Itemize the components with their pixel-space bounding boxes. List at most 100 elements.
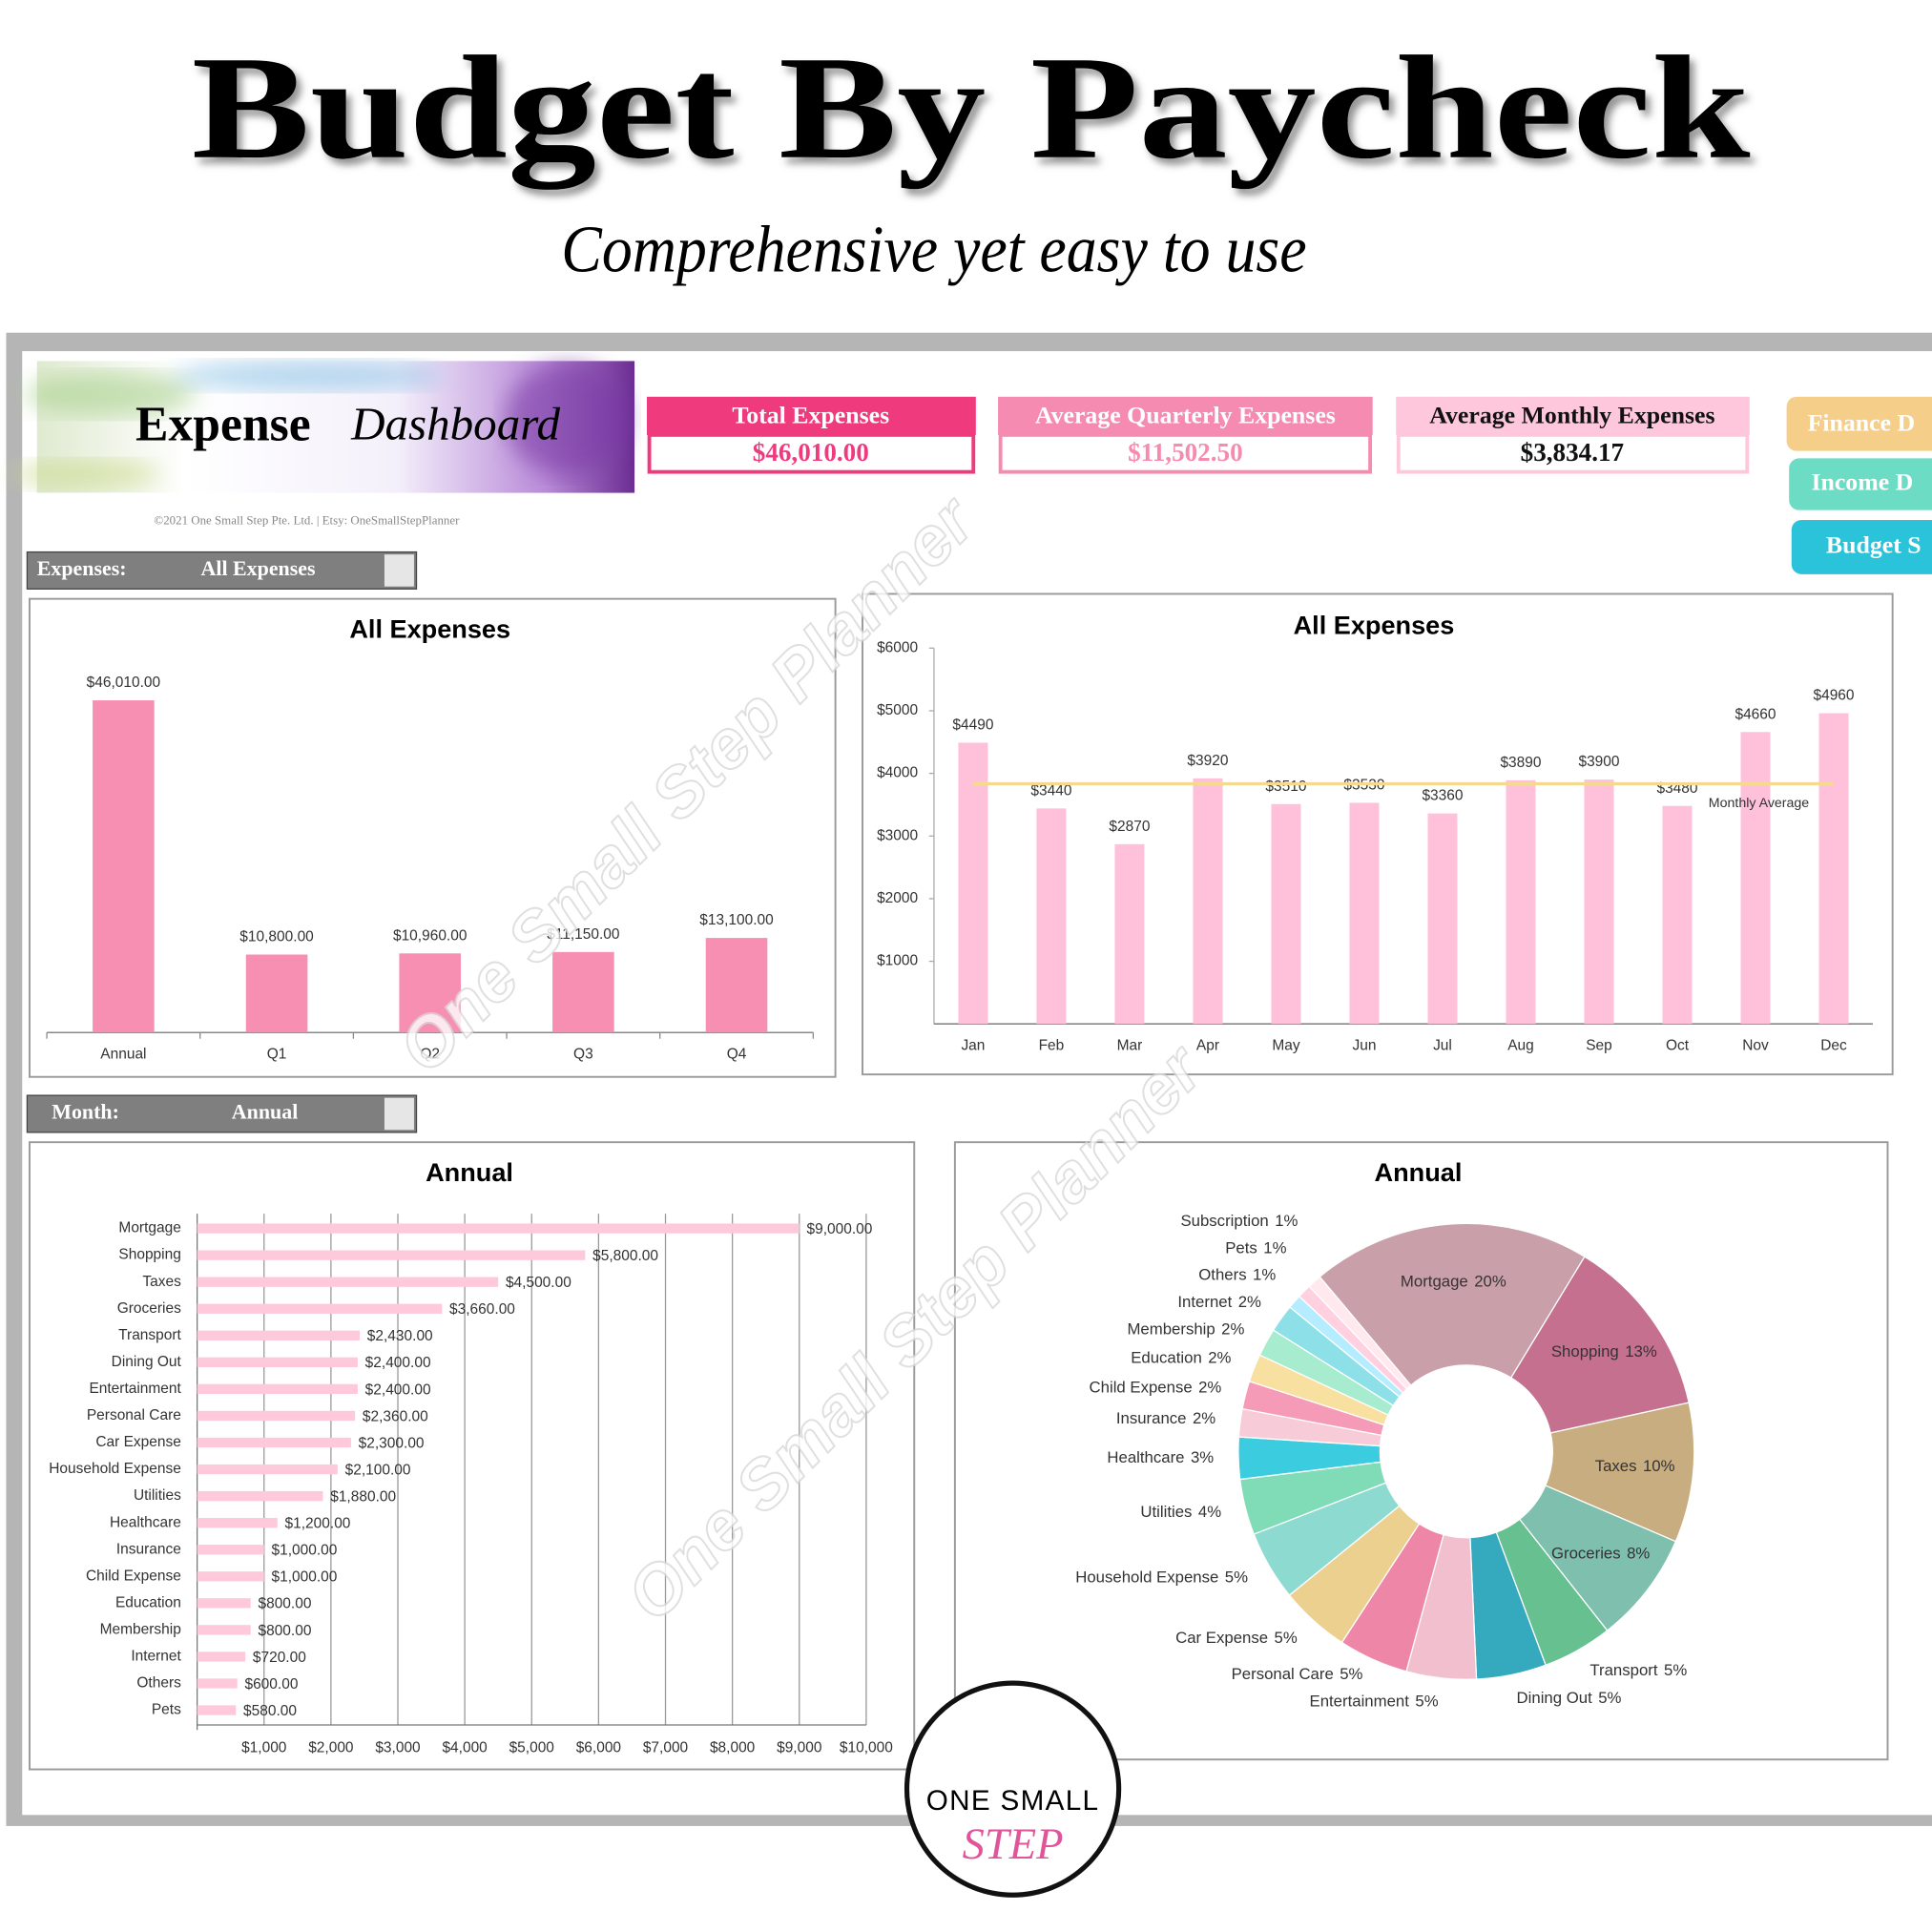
donut-label-percent: 5% <box>1275 1630 1298 1648</box>
nav-button-label[interactable]: Finance D <box>1808 408 1916 436</box>
y-tick-label: Household Expense <box>49 1461 181 1477</box>
nav-button-background[interactable] <box>1786 396 1932 451</box>
x-tick-label: Annual <box>100 1047 146 1063</box>
x-tick-label: Aug <box>1507 1038 1534 1054</box>
donut-label-percent: 10% <box>1643 1458 1675 1476</box>
y-tick-label: Mortgage <box>118 1220 180 1236</box>
data-label: $1,880.00 <box>330 1488 396 1505</box>
donut-slice <box>1509 1256 1690 1434</box>
x-tick-label: $6,000 <box>576 1740 621 1756</box>
y-tick-label: Membership <box>100 1621 181 1637</box>
y-tick-label: Utilities <box>134 1487 181 1504</box>
bar <box>1818 713 1849 1025</box>
chart-frame <box>29 1141 916 1771</box>
donut-label: Entertainment 5% <box>1310 1693 1439 1711</box>
donut-label: Transport 5% <box>1589 1662 1687 1680</box>
bar <box>1193 778 1223 1025</box>
bar <box>197 1277 499 1287</box>
donut-label-name: Education <box>1131 1349 1202 1367</box>
filter-dropdown[interactable]: Expenses: All Expenses <box>26 551 418 590</box>
banner-smoke <box>172 361 444 391</box>
donut-label-name: Internet <box>1177 1294 1232 1312</box>
donut-label-name: Transport <box>1589 1662 1657 1680</box>
kpi-card: Average Monthly Expenses $3,834.17 <box>1396 396 1750 474</box>
donut-label-percent: 20% <box>1474 1273 1506 1291</box>
y-tick-label: $1000 <box>877 953 918 969</box>
kpi-card: Total Expenses $46,010.00 <box>647 396 976 474</box>
nav-button[interactable]: Finance D <box>1786 396 1932 451</box>
kpi-label: Average Monthly Expenses <box>1429 402 1714 429</box>
bar <box>1349 802 1380 1025</box>
bar <box>1584 779 1614 1025</box>
donut-label-name: Entertainment <box>1310 1693 1410 1711</box>
bar <box>197 1517 278 1528</box>
data-label: $13,100.00 <box>699 912 774 928</box>
bar <box>245 954 308 1033</box>
donut-label-percent: 2% <box>1238 1294 1261 1312</box>
y-tick-label: Shopping <box>118 1247 180 1263</box>
x-tick-label: $1,000 <box>241 1740 286 1756</box>
y-tick-label: $6000 <box>877 639 918 655</box>
filter-value[interactable]: All Expenses <box>201 556 316 580</box>
bar <box>197 1410 356 1422</box>
y-tick-label: Personal Care <box>87 1407 181 1423</box>
y-tick-label: Car Expense <box>95 1434 181 1450</box>
donut-label-name: Groceries <box>1551 1545 1621 1563</box>
banner-smoke <box>24 372 197 417</box>
donut-label: Utilities 4% <box>1140 1504 1221 1522</box>
bar <box>197 1383 358 1395</box>
data-label: $2,400.00 <box>365 1381 431 1398</box>
donut-label-name: Household Expense <box>1075 1568 1218 1587</box>
bar <box>197 1598 251 1609</box>
donut-label: Internet 2% <box>1177 1294 1261 1312</box>
filter-value[interactable]: Annual <box>232 1100 299 1124</box>
filter-label: Expenses: <box>37 556 127 580</box>
x-tick-label: Oct <box>1666 1038 1690 1054</box>
bar <box>197 1357 358 1368</box>
bar <box>1740 732 1771 1025</box>
kpi-body <box>998 432 1373 474</box>
filter-background[interactable] <box>26 551 418 590</box>
data-label: $3510 <box>1265 779 1306 795</box>
kpi-value: $46,010.00 <box>753 438 869 467</box>
x-tick-label: Nov <box>1742 1038 1769 1054</box>
nav-button-label[interactable]: Income D <box>1811 467 1913 495</box>
y-tick-label: Internet <box>131 1649 181 1665</box>
nav-button-label[interactable]: Budget S <box>1826 530 1922 558</box>
data-label: $3360 <box>1422 788 1463 804</box>
nav-button-background[interactable] <box>1791 519 1932 574</box>
dropdown-arrow-box[interactable] <box>384 554 414 587</box>
nav-button[interactable]: Budget S <box>1791 519 1932 574</box>
y-tick-label: Dining Out <box>112 1354 182 1370</box>
y-tick-label: $2000 <box>877 890 918 906</box>
nav-button-background[interactable] <box>1789 458 1932 510</box>
donut-label: Mortgage 20% <box>1401 1273 1506 1291</box>
donut-label-name: Insurance <box>1116 1409 1187 1427</box>
donut-label-percent: 4% <box>1198 1504 1221 1522</box>
x-tick-label: Q4 <box>727 1047 747 1063</box>
data-label: $2870 <box>1109 819 1150 835</box>
bar <box>197 1437 351 1448</box>
y-tick-label: $3000 <box>877 827 918 843</box>
nav-button[interactable]: Income D <box>1789 458 1932 510</box>
x-tick-label: $3,000 <box>375 1740 420 1756</box>
donut-label-name: Child Expense <box>1090 1379 1193 1397</box>
donut-label-percent: 8% <box>1627 1545 1650 1563</box>
brand-line: ONE SMALL <box>926 1785 1100 1817</box>
x-tick-label: Apr <box>1196 1038 1219 1054</box>
kpi-value: $11,502.50 <box>1128 438 1243 467</box>
donut-label-percent: 1% <box>1275 1212 1298 1230</box>
donut-label-name: Healthcare <box>1107 1449 1184 1467</box>
donut-label-name: Mortgage <box>1401 1273 1468 1291</box>
x-tick-label: Q1 <box>267 1047 287 1063</box>
bar <box>197 1490 323 1502</box>
dropdown-arrow-box[interactable] <box>384 1097 414 1131</box>
filter-dropdown[interactable]: Month: Annual <box>26 1094 418 1133</box>
bar <box>1427 813 1458 1025</box>
y-tick-label: Groceries <box>117 1300 181 1317</box>
kpi-header <box>647 396 976 435</box>
filter-background[interactable] <box>26 1094 418 1133</box>
bar <box>1662 805 1693 1025</box>
kpi-label: Average Quarterly Expenses <box>1035 402 1336 429</box>
y-tick-label: $5000 <box>877 702 918 718</box>
